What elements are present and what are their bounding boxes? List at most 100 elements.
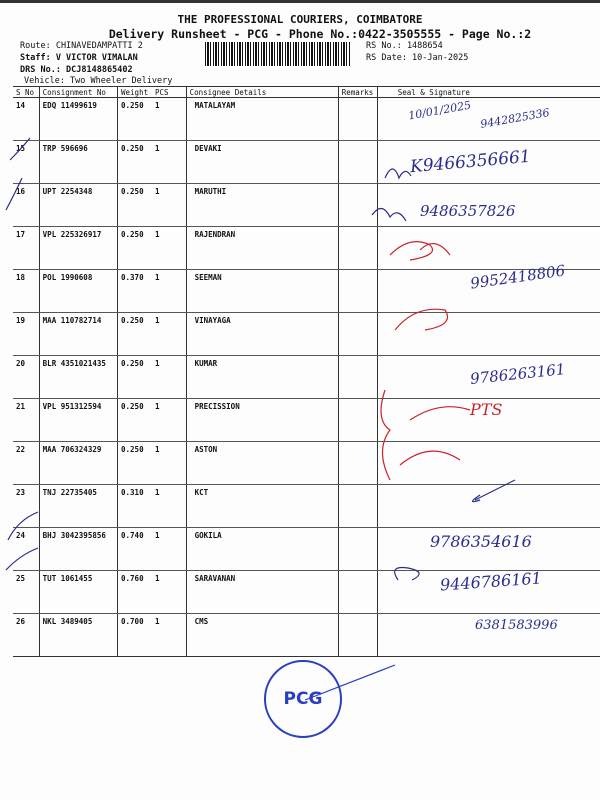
cell-pcs: 1 <box>151 398 187 442</box>
cell-wt: 0.760 <box>117 570 152 614</box>
col-sno: S No <box>13 86 40 98</box>
cell-wt: 0.250 <box>117 355 152 399</box>
cell-name: GOKILA <box>185 527 339 571</box>
col-remarks: Remarks <box>337 86 378 98</box>
tick-mark <box>9 137 31 161</box>
cell-cn: TNJ 22735405 <box>38 484 118 528</box>
cell-remarks <box>337 484 378 528</box>
cell-remarks <box>337 183 378 227</box>
cell-remarks <box>337 140 378 184</box>
cell-pcs: 1 <box>151 484 187 528</box>
cell-remarks <box>337 355 378 399</box>
cell-seal <box>376 355 600 399</box>
table-row: 22 MAA 706324329 0.250 1 ASTON <box>13 441 600 485</box>
cell-pcs: 1 <box>151 613 187 657</box>
cell-wt: 0.250 <box>117 183 152 227</box>
col-consignment: Consignment No <box>38 86 118 98</box>
cell-name: SARAVANAN <box>185 570 339 614</box>
cell-pcs: 1 <box>151 355 187 399</box>
pcg-stamp: PCG <box>264 660 342 738</box>
cell-remarks <box>337 613 378 657</box>
cell-pcs: 1 <box>151 140 187 184</box>
table-row: 15 TRP 596696 0.250 1 DEVAKI <box>13 140 600 184</box>
table-row: 14 EDQ 11499619 0.250 1 MATALAYAM <box>13 97 600 141</box>
cell-sno: 20 <box>13 355 40 399</box>
cell-sno: 17 <box>13 226 40 270</box>
cell-sno: 16 <box>13 183 40 227</box>
cell-sno: 22 <box>13 441 40 485</box>
cell-cn: TRP 596696 <box>38 140 118 184</box>
table-row: 16 UPT 2254348 0.250 1 MARUTHI <box>13 183 600 227</box>
cell-remarks <box>337 312 378 356</box>
runsheet-title: Delivery Runsheet - PCG - Phone No.:0422… <box>108 27 532 41</box>
cell-name: DEVAKI <box>185 140 339 184</box>
cell-sno: 19 <box>13 312 40 356</box>
cell-name: SEEMAN <box>185 269 339 313</box>
table-row: 19 MAA 110782714 0.250 1 VINAYAGA <box>13 312 600 356</box>
cell-cn: UPT 2254348 <box>38 183 118 227</box>
signature-scribble <box>471 479 516 503</box>
signature-scribble <box>371 207 407 222</box>
cell-remarks <box>337 441 378 485</box>
cell-name: ASTON <box>185 441 339 485</box>
cell-name: MATALAYAM <box>185 97 339 141</box>
cell-seal <box>376 97 600 141</box>
hw-phone: 9486357826 <box>420 202 516 220</box>
red-signature <box>399 450 461 466</box>
cell-seal <box>376 570 600 614</box>
cell-pcs: 1 <box>151 226 187 270</box>
cell-pcs: 1 <box>151 97 187 141</box>
table-row: 24 BHJ 3042395856 0.740 1 GOKILA <box>13 527 600 571</box>
cell-wt: 0.250 <box>117 398 152 442</box>
staff: Staff: V VICTOR VIMALAN <box>20 53 138 63</box>
cell-seal <box>376 441 600 485</box>
rs-date: RS Date: 10-Jan-2025 <box>366 53 469 63</box>
cell-wt: 0.250 <box>117 312 152 356</box>
col-consignee: Consignee Details <box>185 86 339 98</box>
cell-cn: VPL 225326917 <box>38 226 118 270</box>
cell-name: PRECISSION <box>185 398 339 442</box>
cell-cn: POL 1990608 <box>38 269 118 313</box>
tick-mark <box>7 511 39 541</box>
cell-remarks <box>337 269 378 313</box>
cell-cn: VPL 951312594 <box>38 398 118 442</box>
runsheet-table: S No Consignment No Weight PCS Consignee… <box>13 86 600 657</box>
hw-phone: 9786354616 <box>430 532 532 551</box>
company-title: THE PROFESSIONAL COURIERS, COIMBATORE <box>177 13 423 26</box>
cell-seal <box>376 226 600 270</box>
table-row: 25 TUT 1061455 0.760 1 SARAVANAN <box>13 570 600 614</box>
red-signature <box>394 308 449 331</box>
cell-name: KCT <box>185 484 339 528</box>
cell-seal <box>376 398 600 442</box>
cell-wt: 0.700 <box>117 613 152 657</box>
hw-mark: PTS <box>470 400 503 419</box>
drs-no: DRS No.: DCJ8148865402 <box>20 65 133 75</box>
cell-seal <box>376 269 600 313</box>
cell-remarks <box>337 226 378 270</box>
cell-sno: 23 <box>13 484 40 528</box>
cell-sno: 25 <box>13 570 40 614</box>
rs-no: RS No.: 1488654 <box>366 41 443 51</box>
cell-cn: EDQ 11499619 <box>38 97 118 141</box>
red-signature <box>380 389 471 481</box>
signature-scribble <box>394 566 420 581</box>
cell-sno: 14 <box>13 97 40 141</box>
cell-wt: 0.250 <box>117 140 152 184</box>
table-row: 23 TNJ 22735405 0.310 1 KCT <box>13 484 600 528</box>
cell-wt: 0.740 <box>117 527 152 571</box>
cell-remarks <box>337 398 378 442</box>
cell-pcs: 1 <box>151 312 187 356</box>
col-weight: Weight <box>117 86 152 98</box>
col-pcs: PCS <box>151 86 187 98</box>
table-row: 26 NKL 3489405 0.700 1 CMS <box>13 613 600 657</box>
barcode <box>205 42 350 66</box>
cell-seal <box>376 140 600 184</box>
cell-wt: 0.250 <box>117 226 152 270</box>
cell-remarks <box>337 97 378 141</box>
cell-cn: BHJ 3042395856 <box>38 527 118 571</box>
cell-seal <box>376 613 600 657</box>
cell-pcs: 1 <box>151 527 187 571</box>
cell-cn: NKL 3489405 <box>38 613 118 657</box>
cell-seal <box>376 312 600 356</box>
col-seal: Seal & Signature <box>376 86 600 98</box>
